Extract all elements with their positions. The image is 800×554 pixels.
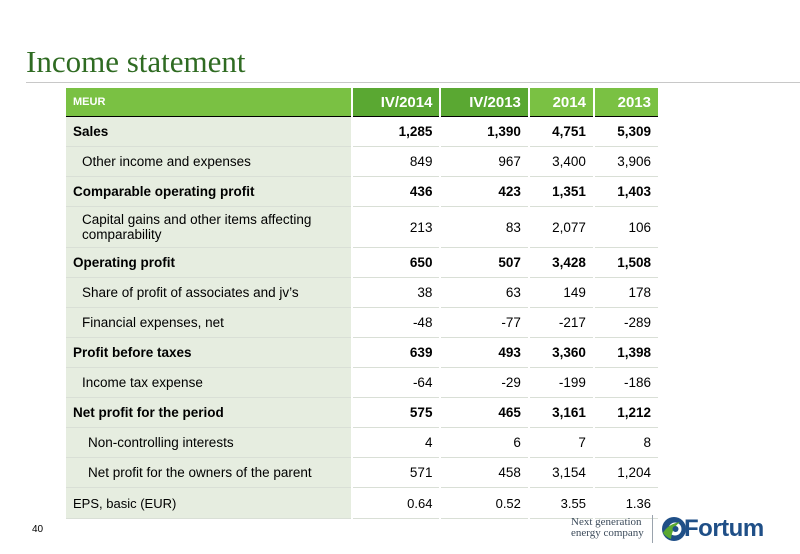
row-label: Other income and expenses [66, 146, 353, 177]
row-value: -64 [352, 367, 442, 398]
header-col-iv2014: IV/2014 [352, 88, 442, 117]
row-value: -186 [593, 367, 661, 398]
row-value: 1,508 [593, 247, 661, 278]
row-label: EPS, basic (EUR) [66, 487, 353, 519]
tagline: Next generation energy company [571, 517, 644, 539]
header-unit-label: MEUR [66, 88, 353, 117]
row-label: Net profit for the owners of the parent [66, 457, 353, 488]
income-statement-table: MEUR IV/2014 IV/2013 2014 2013 Sales 1,2… [66, 88, 661, 519]
row-value: -199 [528, 367, 595, 398]
header-col-2014: 2014 [528, 88, 595, 117]
row-value: 5,309 [593, 116, 661, 147]
row-value: 3,400 [528, 146, 595, 177]
row-value: 3,428 [528, 247, 595, 278]
row-label: Income tax expense [66, 367, 353, 398]
table-row: Financial expenses, net -48 -77 -217 -28… [66, 307, 661, 338]
row-value: 465 [440, 397, 530, 428]
header-col-2013: 2013 [593, 88, 661, 117]
row-value: 1,204 [593, 457, 661, 488]
row-label: Non-controlling interests [66, 427, 353, 458]
row-value: 4,751 [528, 116, 595, 147]
row-label: Capital gains and other items affecting … [66, 206, 353, 248]
header-col-iv2013: IV/2013 [440, 88, 530, 117]
row-value: 1,390 [440, 116, 530, 147]
row-value: 493 [440, 337, 530, 368]
table-row: Net profit for the owners of the parent … [66, 457, 661, 488]
table-row: Share of profit of associates and jv’s 3… [66, 277, 661, 308]
row-value: 571 [352, 457, 442, 488]
row-value: 849 [352, 146, 442, 177]
page-number: 40 [32, 524, 44, 535]
row-label: Share of profit of associates and jv’s [66, 277, 353, 308]
row-value: 213 [352, 206, 442, 248]
row-value: -289 [593, 307, 661, 338]
table-row: Profit before taxes 639 493 3,360 1,398 [66, 337, 661, 368]
row-value: 0.52 [440, 487, 530, 519]
tagline-line-2: energy company [571, 527, 644, 539]
row-value: 4 [352, 427, 442, 458]
row-value: 63 [440, 277, 530, 308]
row-value: 3,154 [528, 457, 595, 488]
row-value: 1,212 [593, 397, 661, 428]
table-row: Other income and expenses 849 967 3,400 … [66, 146, 661, 177]
row-value: 106 [593, 206, 661, 248]
title-divider [26, 82, 800, 83]
table-row: Non-controlling interests 4 6 7 8 [66, 427, 661, 458]
row-value: 6 [440, 427, 530, 458]
row-value: -48 [352, 307, 442, 338]
row-value: 1.36 [593, 487, 661, 519]
row-value: 1,285 [352, 116, 442, 147]
row-value: 423 [440, 176, 530, 207]
table-row: Income tax expense -64 -29 -199 -186 [66, 367, 661, 398]
row-label: Net profit for the period [66, 397, 353, 428]
table-row: Comparable operating profit 436 423 1,35… [66, 176, 661, 207]
row-value: 178 [593, 277, 661, 308]
row-value: 3,161 [528, 397, 595, 428]
row-value: 2,077 [528, 206, 595, 248]
row-value: 8 [593, 427, 661, 458]
row-value: 0.64 [352, 487, 442, 519]
row-label: Financial expenses, net [66, 307, 353, 338]
table-row: EPS, basic (EUR) 0.64 0.52 3.55 1.36 [66, 487, 661, 519]
footer-divider [652, 515, 653, 543]
row-value: 1,403 [593, 176, 661, 207]
tagline-line-1: Next generation [571, 516, 642, 528]
page-title: Income statement [26, 44, 246, 79]
row-label: Operating profit [66, 247, 353, 278]
row-value: 639 [352, 337, 442, 368]
row-label: Profit before taxes [66, 337, 353, 368]
row-value: 458 [440, 457, 530, 488]
row-value: 3.55 [528, 487, 595, 519]
table-header-row: MEUR IV/2014 IV/2013 2014 2013 [66, 88, 661, 117]
row-value: -217 [528, 307, 595, 338]
table-row: Sales 1,285 1,390 4,751 5,309 [66, 116, 661, 147]
table-row: Operating profit 650 507 3,428 1,508 [66, 247, 661, 278]
row-value: -77 [440, 307, 530, 338]
row-value: 38 [352, 277, 442, 308]
table-row: Net profit for the period 575 465 3,161 … [66, 397, 661, 428]
row-value: 3,360 [528, 337, 595, 368]
row-label: Sales [66, 116, 353, 147]
brand-wordmark: Fortum [684, 515, 764, 542]
row-value: 1,398 [593, 337, 661, 368]
row-value: 3,906 [593, 146, 661, 177]
row-value: 149 [528, 277, 595, 308]
table-row: Capital gains and other items affecting … [66, 206, 661, 248]
row-value: 507 [440, 247, 530, 278]
row-value: 967 [440, 146, 530, 177]
row-value: 7 [528, 427, 595, 458]
row-label: Comparable operating profit [66, 176, 353, 207]
fortum-logo-icon [662, 517, 686, 541]
row-value: 650 [352, 247, 442, 278]
row-value: 436 [352, 176, 442, 207]
row-value: 575 [352, 397, 442, 428]
row-value: 1,351 [528, 176, 595, 207]
row-value: 83 [440, 206, 530, 248]
row-value: -29 [440, 367, 530, 398]
